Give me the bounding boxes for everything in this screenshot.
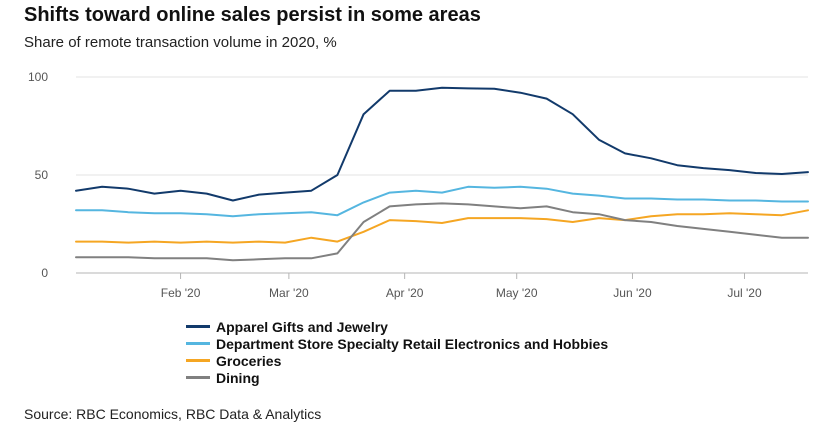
gridlines	[76, 76, 808, 274]
line-chart: 0 50 100 Feb '20 Mar '20 Apr '20 May '20 Jun '…	[28, 70, 809, 300]
series-lines	[75, 86, 809, 262]
x-tick-label: Jul '20	[727, 286, 762, 300]
series-line-dining	[75, 202, 809, 262]
x-tick-label: Apr '20	[386, 286, 424, 300]
x-tick-label: Jun '20	[613, 286, 652, 300]
chart-title: Shifts toward online sales persist in so…	[24, 4, 481, 26]
legend-label-apparel: Apparel Gifts and Jewelry	[216, 318, 388, 335]
y-tick-label: 100	[28, 70, 48, 84]
legend-item-dining: Dining	[186, 369, 608, 386]
legend-label-groceries: Groceries	[216, 352, 282, 369]
legend-swatch-department-store	[186, 342, 210, 345]
legend-item-groceries: Groceries	[186, 352, 608, 369]
legend-item-apparel: Apparel Gifts and Jewelry	[186, 318, 608, 335]
series-line-apparel	[75, 86, 809, 202]
legend-label-dining: Dining	[216, 369, 260, 386]
legend-swatch-groceries	[186, 359, 210, 362]
y-axis-ticks: 0 50 100	[28, 70, 48, 280]
x-tick-label: Mar '20	[269, 286, 309, 300]
source-note: Source: RBC Economics, RBC Data & Analyt…	[24, 406, 322, 422]
legend-swatch-dining	[186, 376, 210, 379]
chart-legend: Apparel Gifts and Jewelry Department Sto…	[186, 318, 608, 386]
legend-label-department-store: Department Store Specialty Retail Electr…	[216, 335, 609, 352]
chart-subtitle: Share of remote transaction volume in 20…	[24, 34, 337, 51]
legend-item-department-store: Department Store Specialty Retail Electr…	[186, 335, 608, 352]
legend-swatch-apparel	[186, 325, 210, 328]
series-line-department-store	[75, 185, 809, 218]
series-line-groceries	[75, 209, 809, 244]
x-tick-label: Feb '20	[161, 286, 201, 300]
y-tick-label: 50	[35, 168, 49, 182]
x-tick-label: May '20	[496, 286, 538, 300]
x-axis-ticks: Feb '20 Mar '20 Apr '20 May '20 Jun '20 Jul '…	[161, 273, 762, 300]
y-tick-label: 0	[41, 266, 48, 280]
